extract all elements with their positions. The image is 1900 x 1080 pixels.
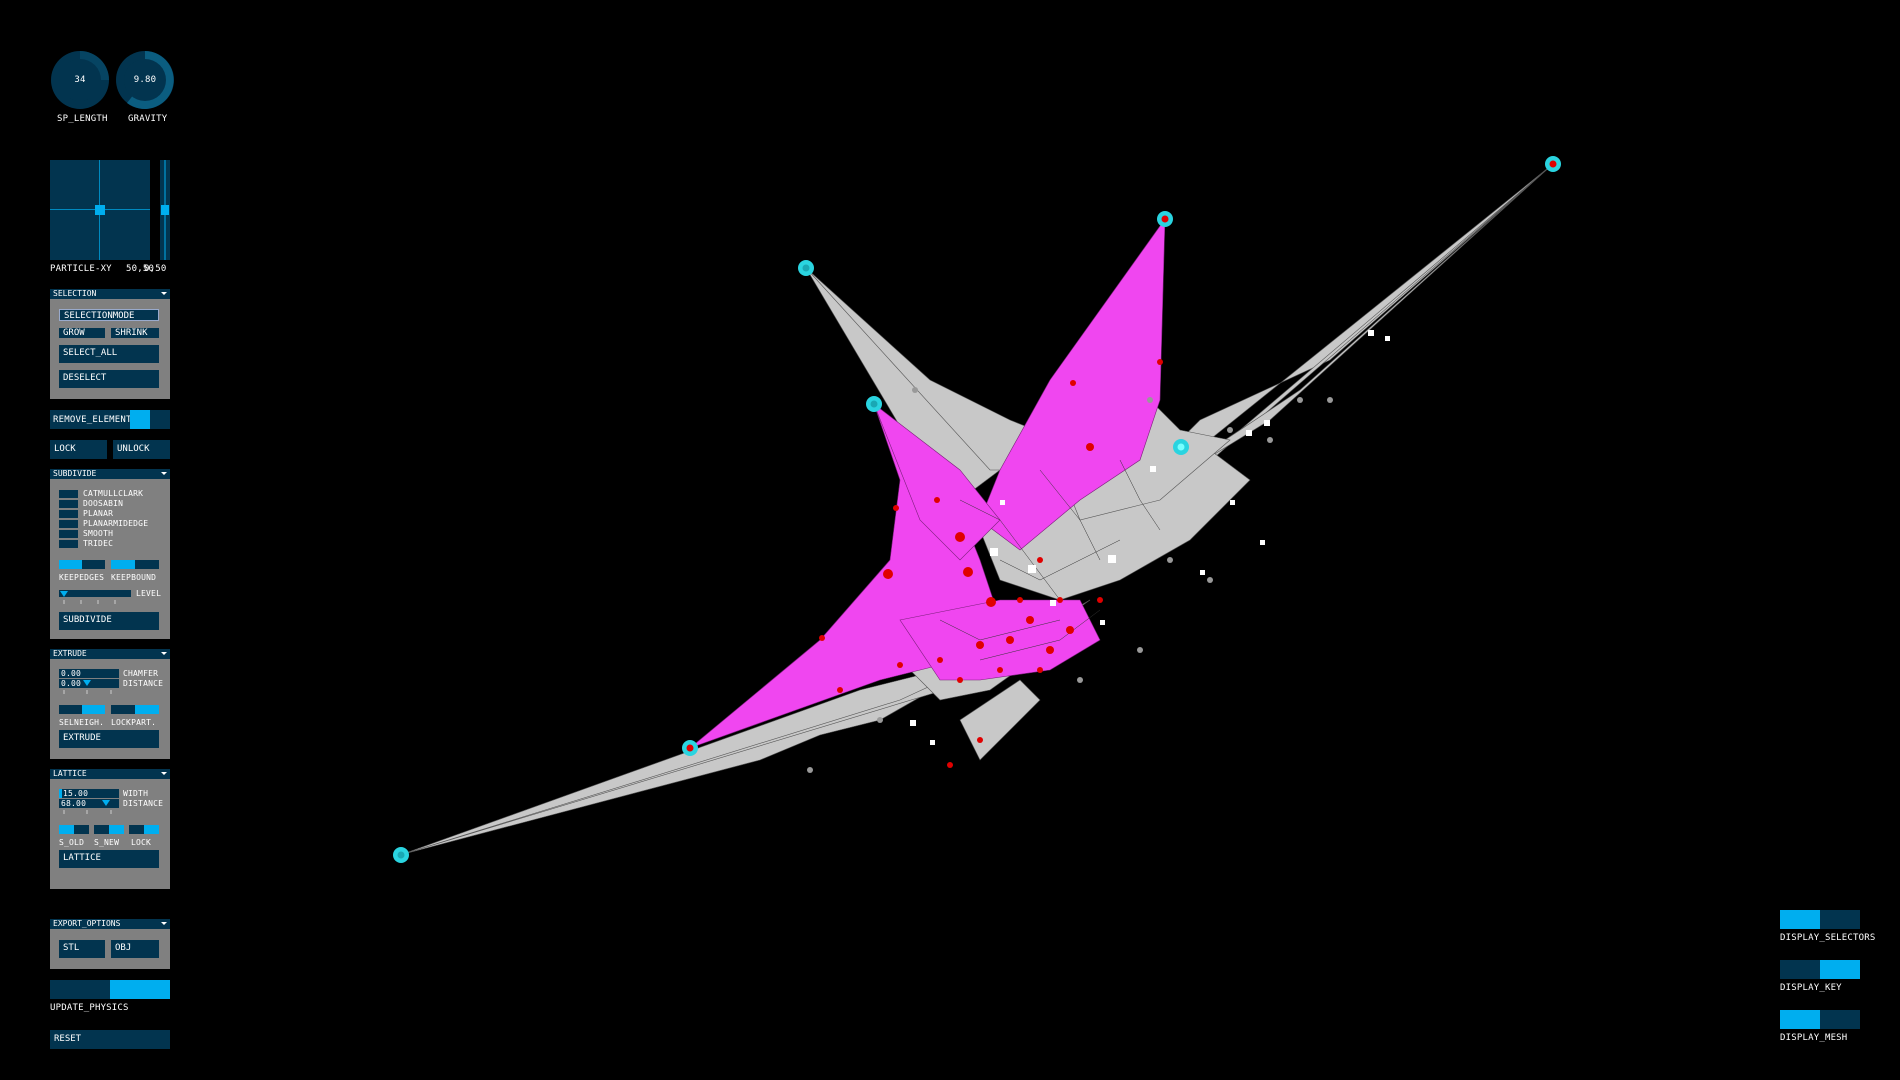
lattice-lock-label: LOCK (131, 838, 152, 847)
mesh-vertex-markers (819, 359, 1163, 768)
lattice-distance-slider[interactable]: 68.00 (59, 799, 119, 808)
display-mesh-toggle[interactable] (1780, 1010, 1860, 1029)
distance-value: 0.00 (61, 679, 82, 688)
level-label: LEVEL (136, 589, 162, 598)
chevron-down-icon (161, 292, 167, 295)
chevron-down-icon (161, 772, 167, 775)
anchor-particles[interactable] (393, 156, 1561, 863)
s-new-label: S_NEW (94, 838, 120, 847)
mesh-white-markers (910, 330, 1390, 745)
width-value: 15.00 (63, 789, 89, 798)
width-slider[interactable]: 15.00 (59, 789, 119, 798)
lattice-distance-label: DISTANCE (123, 799, 164, 808)
width-label: WIDTH (123, 789, 149, 798)
update-physics-toggle[interactable] (50, 980, 170, 999)
keepedges-toggle[interactable] (59, 560, 105, 569)
chamfer-value: 0.00 (61, 669, 82, 678)
update-physics-label: UPDATE_PHYSICS (50, 1003, 129, 1013)
chevron-down-icon (161, 922, 167, 925)
display-selectors-label: DISPLAY_SELECTORS (1780, 933, 1876, 943)
lockpart-label: LOCKPART. (111, 718, 157, 727)
select-all-button[interactable]: SELECT_ALL (59, 345, 159, 363)
knob-value: 34 (74, 75, 86, 85)
selection-panel: SELECTIONMODE GROW SHRINK SELECT_ALL DES… (50, 299, 170, 399)
mesh-magenta-surfaces (689, 218, 1166, 749)
knob-label: SP_LENGTH (57, 114, 108, 124)
selneigh-toggle[interactable] (59, 705, 105, 714)
unlock-button[interactable]: UNLOCK (113, 440, 170, 459)
anchor-particle[interactable] (1545, 156, 1561, 172)
grow-button[interactable]: GROW (59, 328, 105, 338)
keepedges-label: KEEPEDGES (59, 573, 105, 582)
mesh-edge-lines (939, 459, 1161, 661)
lattice-ticks (63, 810, 112, 814)
anchor-particle[interactable] (866, 396, 882, 412)
lattice-panel: 15.00 WIDTH 68.00 DISTANCE S_OLD S_NEW L… (50, 779, 170, 889)
display-key-label: DISPLAY_KEY (1780, 983, 1842, 993)
shrink-button[interactable]: SHRINK (111, 328, 159, 338)
knob-gravity[interactable]: 9.80 (115, 50, 175, 110)
display-key-toggle[interactable] (1780, 960, 1860, 979)
particle-xy-label: PARTICLE-XY (50, 264, 112, 274)
particle-xy-value: 50,50 (126, 264, 155, 274)
selneigh-label: SELNEIGH. (59, 718, 105, 727)
lattice-button[interactable]: LATTICE (59, 850, 159, 868)
knob-dial-icon (116, 51, 174, 109)
lockpart-toggle[interactable] (111, 705, 159, 714)
subdivide-panel: CATMULLCLARK DOOSABIN PLANAR PLANARMIDED… (50, 479, 170, 639)
deselect-button[interactable]: DESELECT (59, 370, 159, 388)
mesh-gray-vertices (807, 387, 1333, 773)
level-slider[interactable] (59, 590, 131, 597)
particle-xy-pad[interactable] (50, 160, 150, 260)
particle-z-value: 0,50 (144, 264, 167, 274)
export-header[interactable]: EXPORT_OPTIONS (50, 919, 170, 929)
remove-element-toggle[interactable]: REMOVE_ELEMENT (50, 410, 170, 429)
s-old-toggle[interactable] (59, 825, 89, 834)
s-new-toggle[interactable] (94, 825, 124, 834)
anchor-particle[interactable] (393, 847, 409, 863)
lock-button[interactable]: LOCK (50, 440, 107, 459)
export-panel: STL OBJ (50, 929, 170, 969)
anchor-particle[interactable] (1157, 211, 1173, 227)
particle-z-slider[interactable] (160, 160, 170, 260)
s-old-label: S_OLD (59, 838, 85, 847)
export-obj-button[interactable]: OBJ (111, 940, 159, 958)
level-ticks (63, 600, 116, 604)
extrude-ticks (63, 690, 112, 694)
chamfer-label: CHAMFER (123, 669, 159, 678)
reset-button[interactable]: RESET (50, 1030, 170, 1049)
anchor-particle[interactable] (682, 740, 698, 756)
lattice-header[interactable]: LATTICE (50, 769, 170, 779)
knob-value: 9.80 (133, 75, 157, 85)
chevron-down-icon (161, 652, 167, 655)
remove-element-label: REMOVE_ELEMENT (53, 415, 132, 425)
distance-slider[interactable]: 0.00 (59, 679, 119, 688)
lattice-distance-value: 68.00 (61, 799, 87, 808)
knob-sp-length[interactable]: 34 (50, 50, 110, 110)
anchor-particle[interactable] (798, 260, 814, 276)
lattice-lock-toggle[interactable] (129, 825, 159, 834)
display-selectors-toggle[interactable] (1780, 910, 1860, 929)
distance-label: DISTANCE (123, 679, 164, 688)
chamfer-slider[interactable]: 0.00 (59, 669, 119, 678)
extrude-header[interactable]: EXTRUDE (50, 649, 170, 659)
keepbound-toggle[interactable] (111, 560, 159, 569)
particle-z-handle[interactable] (161, 205, 169, 215)
subdivide-header[interactable]: SUBDIVIDE (50, 469, 170, 479)
keepbound-label: KEEPBOUND (111, 573, 157, 582)
display-mesh-label: DISPLAY_MESH (1780, 1033, 1848, 1043)
selection-header[interactable]: SELECTION (50, 289, 170, 299)
export-stl-button[interactable]: STL (59, 940, 105, 958)
mesh-viewport[interactable] (200, 120, 1600, 880)
selection-mode-button[interactable]: SELECTIONMODE (59, 309, 159, 321)
extrude-button[interactable]: EXTRUDE (59, 730, 159, 748)
knob-label: GRAVITY (128, 114, 168, 124)
chevron-down-icon (161, 472, 167, 475)
subdivide-button[interactable]: SUBDIVIDE (59, 612, 159, 630)
anchor-particle[interactable] (1173, 439, 1189, 455)
knob-dial-icon (51, 51, 109, 109)
extrude-panel: 0.00 CHAMFER 0.00 DISTANCE SELNEIGH. LOC… (50, 659, 170, 759)
particle-xy-handle[interactable] (95, 205, 105, 215)
